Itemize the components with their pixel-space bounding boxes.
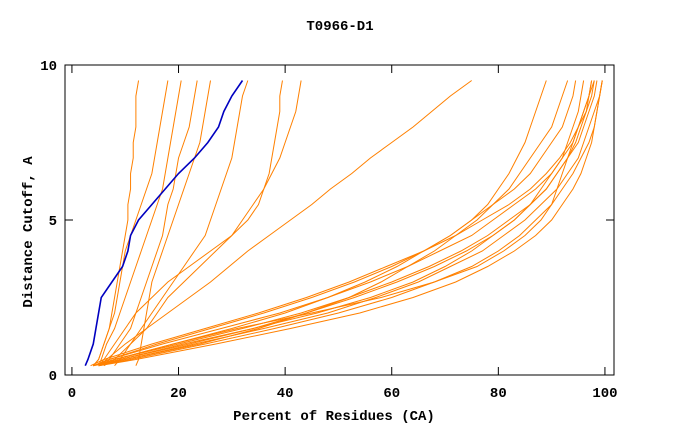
x-axis-label: Percent of Residues (CA) [233,409,435,425]
data-line [92,80,169,367]
y-tick-label: 5 [49,214,57,230]
data-line [84,80,244,367]
data-line [103,80,198,367]
data-line [93,80,595,367]
x-tick-label: 60 [383,386,400,402]
x-tick-label: 80 [490,386,507,402]
y-axis-label: Distance Cutoff, A [21,156,37,308]
data-line [98,80,472,367]
data-line [93,80,547,367]
data-line [98,80,603,367]
x-tick-label: 40 [277,386,294,402]
y-tick-label: 10 [40,59,57,75]
y-tick-label: 0 [49,369,57,385]
data-line [98,80,283,367]
data-line [98,80,593,367]
data-line [93,80,569,367]
data-line [103,80,302,367]
data-line [98,80,182,366]
x-tick-label: 0 [68,386,76,402]
x-tick-label: 100 [592,386,617,402]
data-line [98,80,603,367]
x-tick-label: 20 [170,386,187,402]
data-line [114,80,249,367]
data-line [135,80,212,366]
chart-title: T0966-D1 [306,19,373,35]
data-line [93,80,598,367]
